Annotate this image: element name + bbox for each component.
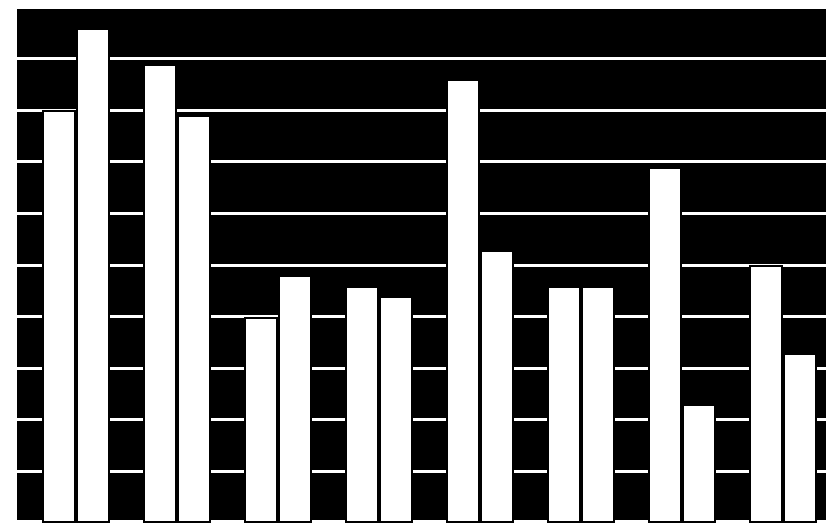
gridline [14, 57, 826, 60]
bar [783, 353, 817, 523]
gridline [14, 367, 826, 370]
bar [345, 286, 379, 523]
bar [749, 265, 783, 523]
bar [278, 275, 312, 523]
gridline [14, 160, 826, 163]
bar [547, 286, 581, 523]
bar-chart [0, 0, 832, 530]
bar [682, 404, 716, 523]
bar [42, 110, 76, 523]
gridline [14, 315, 826, 318]
bar [648, 167, 682, 523]
plot-area [14, 7, 826, 523]
gridline [14, 212, 826, 215]
bar [480, 250, 514, 523]
bar [244, 317, 278, 523]
gridline [14, 6, 826, 9]
bar [143, 64, 177, 523]
gridline [14, 109, 826, 112]
bar [446, 79, 480, 523]
gridline [14, 264, 826, 267]
bar [379, 296, 413, 523]
bar [76, 28, 110, 523]
bar [581, 286, 615, 523]
bar [177, 115, 211, 523]
y-axis [14, 7, 17, 523]
